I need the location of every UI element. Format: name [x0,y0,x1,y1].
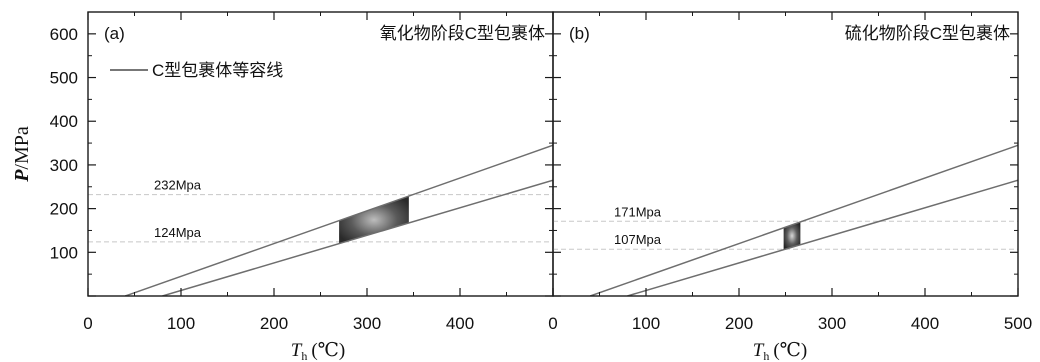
panel-a-x-tick-label: 300 [353,314,381,333]
panel-a-isochore-line [124,144,553,296]
panel-b-isochore-line [627,179,1018,296]
x-axis-title-b-unit: (℃) [773,340,807,361]
y-axis-title-unit: /MPa [11,126,33,169]
svg-text:Th(℃): Th (℃) [753,340,808,362]
panel-b: 171Mpa 107Mpa 0 100 200 300 400 500 (b) 硫化物阶段C型包裹… [548,11,1032,333]
x-axis-title-b: Th (℃) [753,340,808,362]
panel-b-reference-label: 107Mpa [614,232,662,247]
panel-a-reference-label: 124Mpa [154,225,202,240]
panel-b-reference-label: 171Mpa [614,204,662,219]
y-axis-title-symbol: P [11,169,33,183]
panel-b-shaded-region [783,221,801,250]
y-tick-label: 600 [50,25,78,44]
panel-a-tag: (a) [104,24,125,43]
y-tick-label: 300 [50,156,78,175]
panel-b-x-tick-label: 400 [911,314,939,333]
y-axis-title: P/MPa [11,126,33,183]
panel-a: 232Mpa 124Mpa 0 100 200 300 400 (a) 氧化物阶段C型包裹体 C型… [83,11,554,333]
panel-a-x-tick-label: 200 [260,314,288,333]
panel-b-x-tick-label: 500 [1004,314,1032,333]
x-axis-title-b-sub: h [763,349,769,362]
panel-b-x-tick-label: 300 [818,314,846,333]
svg-text:Th(℃): Th (℃) [291,340,346,362]
panel-a-x-tick-label: 0 [83,314,92,333]
x-axis-title-a-unit: (℃) [311,340,345,361]
panel-b-x-tick-label: 100 [632,314,660,333]
panel-a-title: 氧化物阶段C型包裹体 [380,24,545,43]
panel-a-reference-label: 232Mpa [154,178,202,193]
panel-b-frame [552,11,1019,297]
svg-text:P/MPa: P/MPa [11,126,33,183]
panel-a-x-tick-label: 400 [446,314,474,333]
y-tick-label: 500 [50,69,78,88]
panel-a-frame [87,11,554,297]
x-axis-title-a-symbol: T [291,340,303,361]
panel-b-x-tick-label: 200 [725,314,753,333]
y-tick-label: 200 [50,200,78,219]
panel-b-title: 硫化物阶段C型包裹体 [845,24,1010,43]
y-tick-label: 100 [50,243,78,262]
panel-a-isochore-line [162,179,553,296]
y-tick-label: 400 [50,112,78,131]
x-axis-title-b-symbol: T [753,340,765,361]
x-axis-title-a-sub: h [301,349,307,362]
panel-b-x-tick-label: 0 [548,314,557,333]
panel-a-shaded-region [339,196,409,244]
panel-a-x-tick-label: 100 [167,314,195,333]
panel-b-tag: (b) [569,24,590,43]
axes-layer: 100 200 300 400 500 600 [50,25,78,262]
panel-a-legend-label: C型包裹体等容线 [152,61,283,80]
panel-b-isochore-line [589,144,1018,296]
x-axis-title-a: Th (℃) [291,340,346,362]
